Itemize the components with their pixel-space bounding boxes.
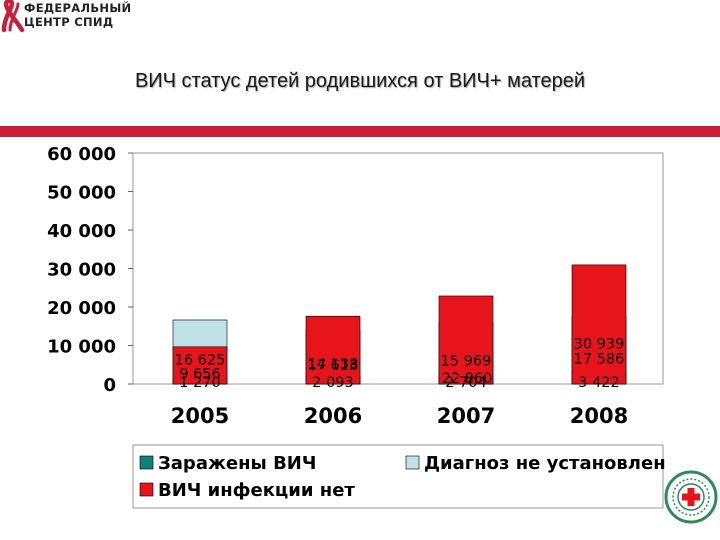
legend-swatch: [405, 455, 420, 470]
bar-segment-not-infected: [571, 264, 627, 385]
legend-item-not-infected: ВИЧ инфекции нет: [139, 480, 355, 501]
x-category-label: 2008: [570, 404, 628, 428]
data-label-not-infected: 30 939: [574, 336, 625, 352]
data-label-infected: 3 422: [578, 375, 620, 391]
accent-bar: [0, 126, 720, 137]
data-label-not-infected: 22 860: [442, 371, 493, 387]
logo-line-1: ФЕДЕРАЛЬНЫЙ: [24, 1, 132, 15]
x-category-label: 2006: [304, 404, 362, 428]
legend-swatch: [139, 482, 154, 497]
data-label-undetermined: 17 586: [574, 351, 625, 367]
medical-cross-stamp-icon: [664, 470, 718, 524]
bar-segment-not-infected: [438, 295, 494, 385]
slide-title: ВИЧ статус детей родившихся от ВИЧ+ мате…: [134, 70, 586, 92]
legend-label: Диагноз не установлен: [424, 453, 666, 474]
logo: ФЕДЕРАЛЬНЫЙ ЦЕНТР СПИД: [0, 0, 131, 36]
data-label-infected: 1 270: [179, 375, 221, 391]
legend-box: [132, 444, 664, 509]
data-label-not-infected: 9 656: [179, 367, 221, 383]
legend-item-undetermined: Диагноз не установлен: [405, 453, 666, 474]
data-label-undetermined: 16 625: [175, 353, 226, 369]
data-label-infected: 2 704: [445, 375, 487, 391]
y-tick-label: 40 000: [47, 221, 116, 242]
bar-segment-not-infected: [172, 346, 228, 385]
y-tick-label: 10 000: [47, 337, 116, 358]
legend-label: Заражены ВИЧ: [158, 453, 316, 474]
y-tick-label: 0: [103, 375, 116, 396]
data-label-undetermined: 14 138: [308, 356, 359, 372]
logo-text: ФЕДЕРАЛЬНЫЙ ЦЕНТР СПИД: [24, 1, 131, 29]
x-category-label: 2007: [437, 404, 495, 428]
y-tick-label: 30 000: [47, 260, 116, 281]
data-label-infected: 2 093: [312, 375, 354, 391]
data-label-undetermined: 15 969: [441, 354, 492, 370]
legend-label: ВИЧ инфекции нет: [158, 480, 355, 501]
x-category-label: 2005: [171, 404, 229, 428]
data-label-not-infected: 17 613: [308, 358, 359, 374]
red-ribbon-logo-icon: [1, 0, 25, 33]
logo-line-2: ЦЕНТР СПИД: [24, 15, 114, 29]
y-tick-label: 20 000: [47, 298, 116, 319]
y-tick-label: 60 000: [47, 144, 116, 165]
legend-swatch: [139, 455, 154, 470]
legend-item-infected: Заражены ВИЧ: [139, 453, 316, 474]
y-tick-label: 50 000: [47, 183, 116, 204]
bar-segment-not-infected: [305, 315, 361, 385]
